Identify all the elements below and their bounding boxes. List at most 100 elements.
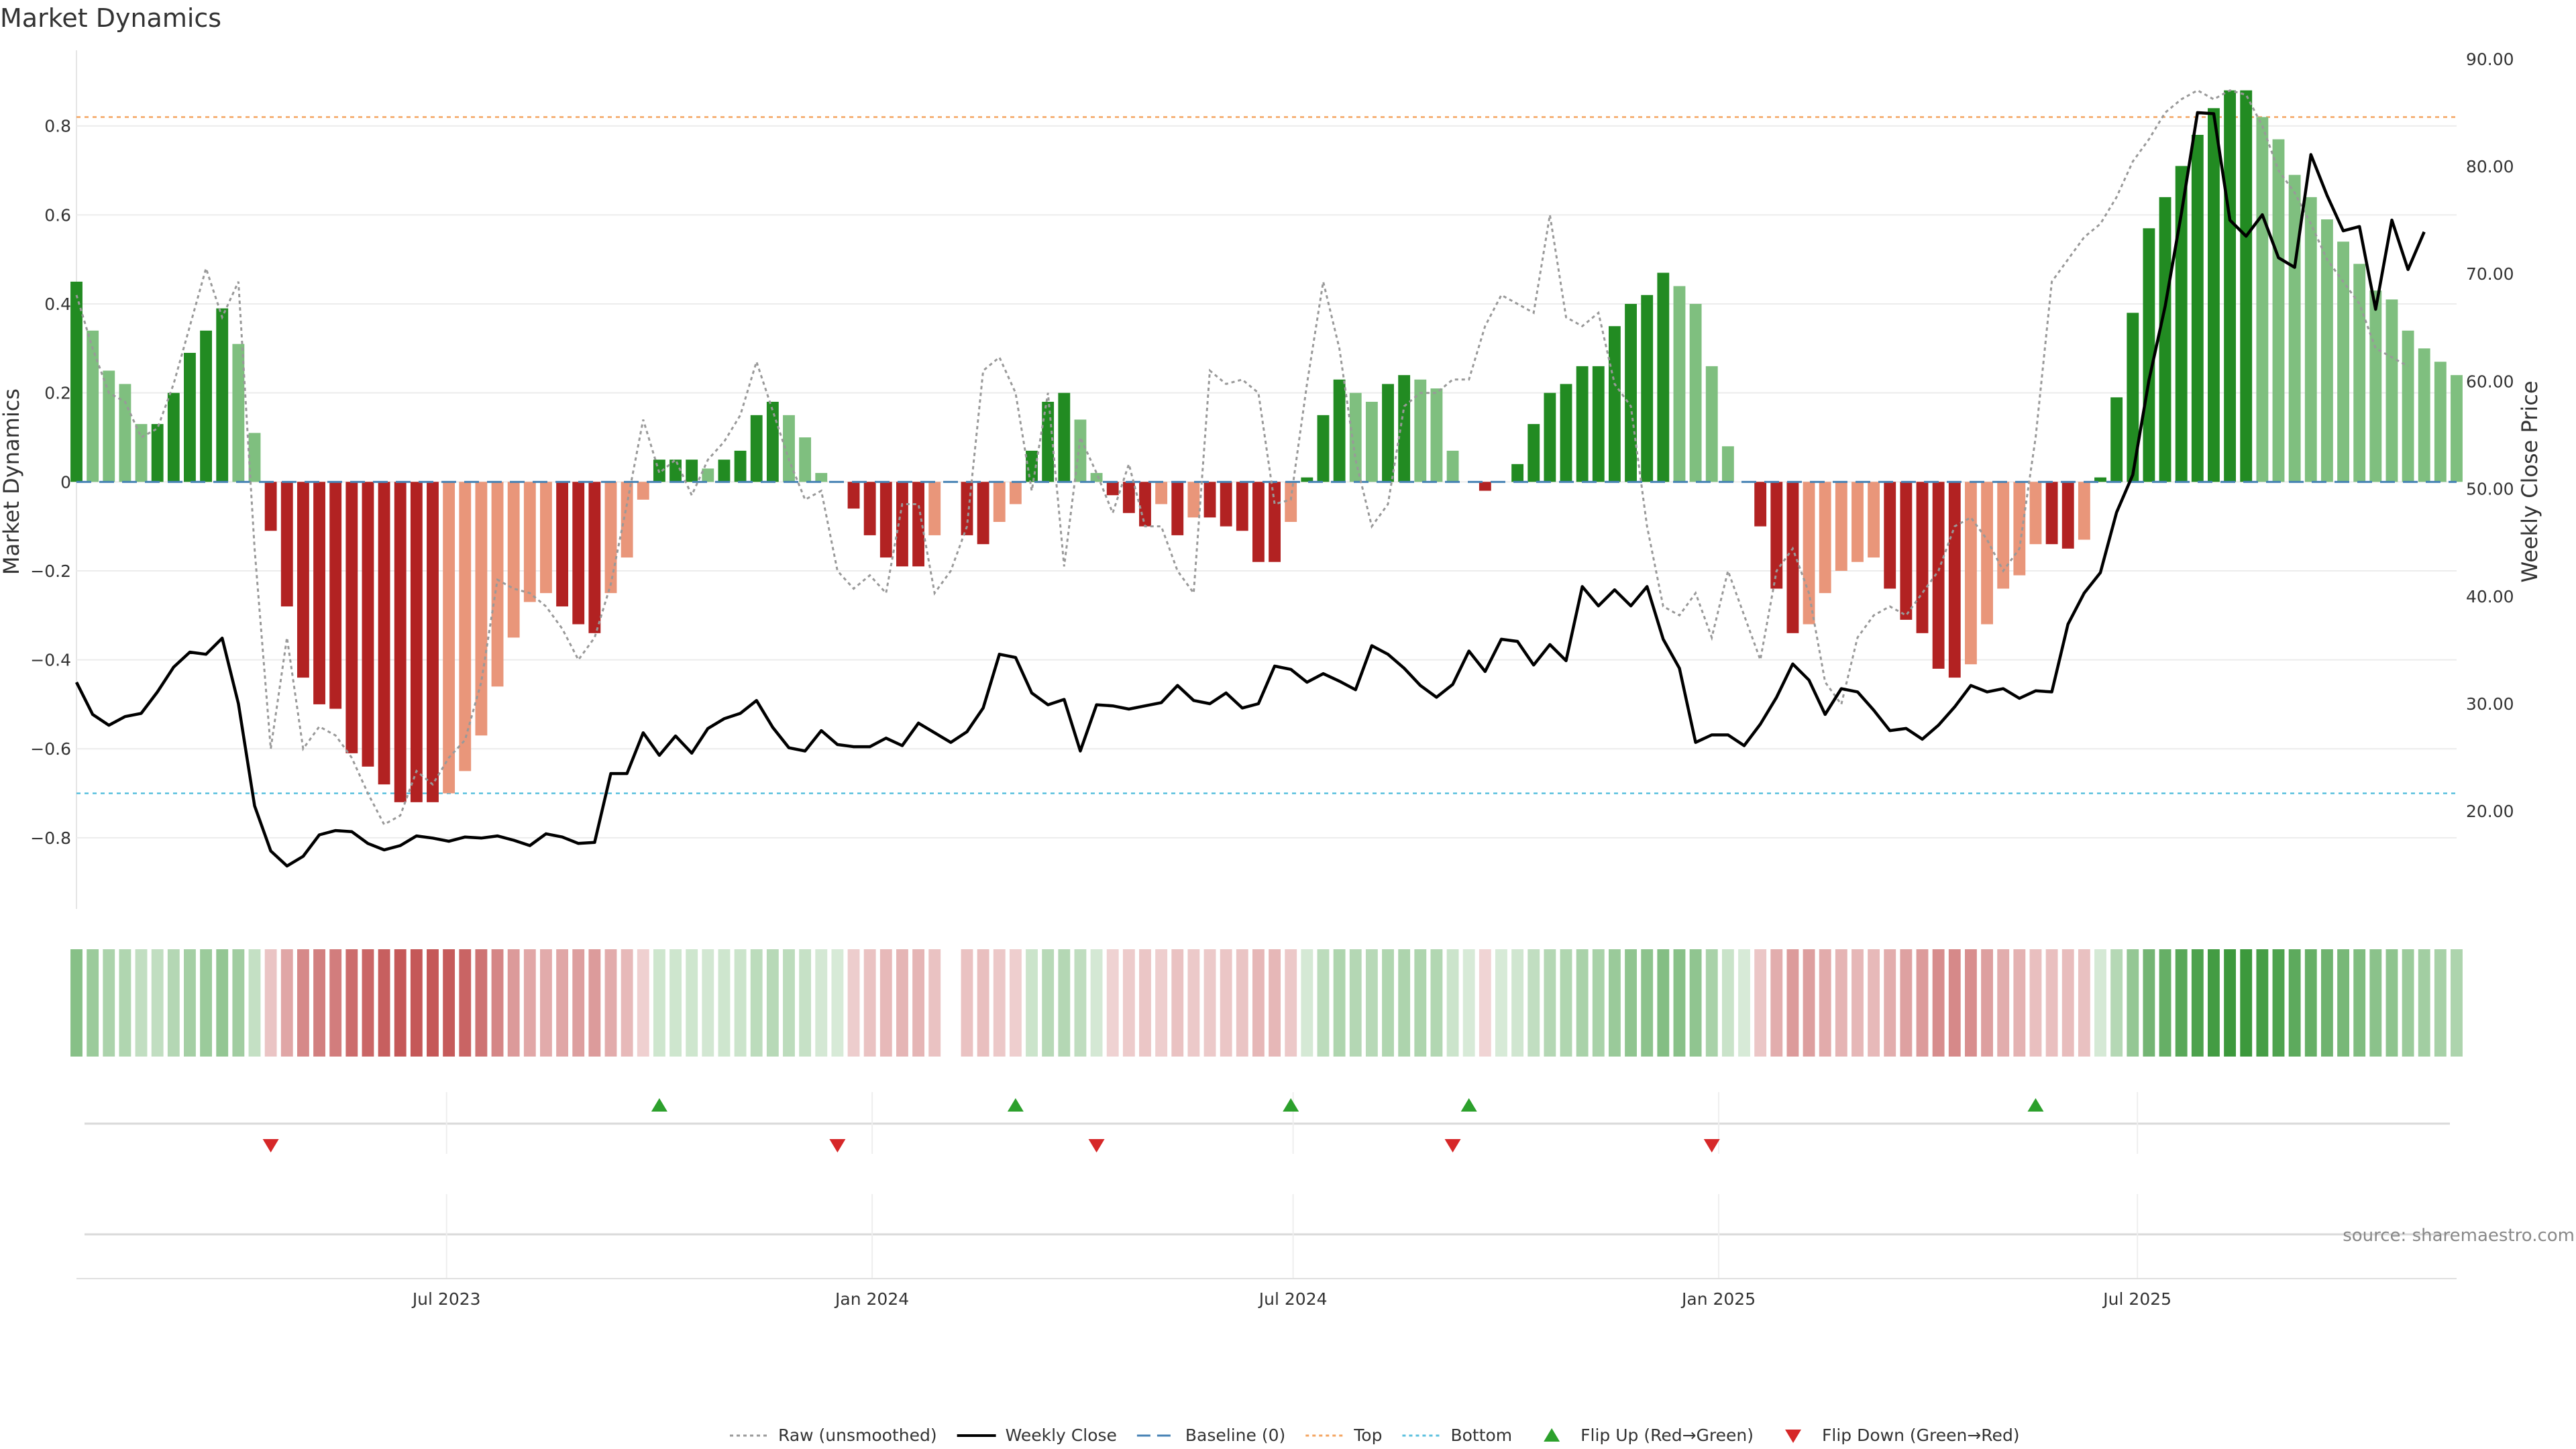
dynamics-bar [799, 437, 812, 482]
heat-cell [750, 949, 763, 1057]
dynamics-bars [70, 90, 2463, 802]
dynamics-bar [2369, 290, 2382, 482]
dynamics-bar [475, 482, 488, 736]
heat-cell [686, 949, 698, 1057]
flip-up-marker [1007, 1098, 1024, 1112]
heat-cell [362, 949, 374, 1057]
heat-cell [248, 949, 261, 1057]
x-tick-label: Jan 2025 [1680, 1289, 1756, 1309]
right-tick-label: 50.00 [2466, 480, 2514, 499]
legend-item: Weekly Close [957, 1426, 1117, 1445]
heat-cell [2191, 949, 2204, 1057]
heat-cell [1365, 949, 1378, 1057]
heat-cell [2451, 949, 2463, 1057]
heat-cell [718, 949, 731, 1057]
heat-cell [621, 949, 633, 1057]
heat-cell [1106, 949, 1119, 1057]
dynamics-bar [2451, 375, 2463, 482]
dynamics-bar [863, 482, 876, 535]
dynamics-bar [1349, 392, 1362, 482]
heat-cell [507, 949, 520, 1057]
dynamics-bar [2385, 299, 2398, 482]
dynamics-bar [879, 482, 892, 558]
heat-cell [297, 949, 309, 1057]
dynamics-bar [2029, 482, 2042, 545]
dynamics-bar [572, 482, 585, 625]
legend-item: Raw (unsmoothed) [730, 1426, 937, 1445]
dynamics-bar [2078, 482, 2090, 540]
heat-cell [2402, 949, 2414, 1057]
dynamics-bar [459, 482, 472, 771]
left-axis-label: Market Dynamics [0, 388, 24, 575]
dynamics-bar [540, 482, 552, 594]
right-tick-label: 90.00 [2466, 50, 2514, 69]
heat-cell [151, 949, 164, 1057]
dynamics-bar [1106, 482, 1119, 496]
heat-cell [815, 949, 828, 1057]
heat-cell [443, 949, 455, 1057]
heat-cell [200, 949, 213, 1057]
heat-cell [653, 949, 665, 1057]
heat-cell [1932, 949, 1945, 1057]
heat-cell [1786, 949, 1799, 1057]
flip-up-marker [651, 1098, 667, 1112]
chart-title: Market Dynamics [0, 3, 221, 33]
dynamics-bar [1042, 401, 1055, 482]
dynamics-bar [329, 482, 342, 709]
heat-cell [2320, 949, 2333, 1057]
left-tick-label: 0 [60, 472, 71, 492]
heat-cell [427, 949, 439, 1057]
heat-cell [232, 949, 245, 1057]
dynamics-bar [378, 482, 390, 785]
heat-cell [1139, 949, 1151, 1057]
heat-cell [313, 949, 325, 1057]
heat-cell [1236, 949, 1248, 1057]
dynamics-bar [993, 482, 1006, 523]
dynamics-bar [621, 482, 633, 558]
left-tick-label: 0.6 [44, 205, 71, 225]
source-label: source: sharemaestro.com [2343, 1226, 2575, 1246]
dynamics-bar [1236, 482, 1248, 531]
dynamics-bar [1868, 482, 1880, 558]
heat-cell [1770, 949, 1783, 1057]
heat-cell [2094, 949, 2106, 1057]
dynamics-bar [1155, 482, 1168, 504]
heat-cell [1851, 949, 1864, 1057]
heat-cell [1916, 949, 1929, 1057]
heat-cell [264, 949, 277, 1057]
dynamics-bar [2240, 90, 2253, 482]
dynamics-bar [1430, 388, 1443, 482]
heat-cell [961, 949, 973, 1057]
flip-up-marker [1283, 1098, 1299, 1112]
dynamics-bar [1851, 482, 1864, 562]
legend-swatch [1544, 1428, 1560, 1442]
heat-cell [2288, 949, 2301, 1057]
heat-cell [1900, 949, 1913, 1057]
heat-cell [2061, 949, 2074, 1057]
dynamics-bar [410, 482, 423, 802]
heat-cell [1269, 949, 1281, 1057]
heat-cell [1560, 949, 1572, 1057]
heat-cell [2110, 949, 2123, 1057]
dynamics-bar [1252, 482, 1265, 562]
dynamics-bar [1058, 392, 1071, 482]
dynamics-bar [1900, 482, 1913, 620]
dynamics-bar [2304, 197, 2317, 482]
dynamics-bar [588, 482, 601, 633]
legend-label: Raw (unsmoothed) [778, 1426, 937, 1445]
right-tick-label: 20.00 [2466, 802, 2514, 821]
dynamics-bar [734, 450, 747, 482]
dynamics-bar [313, 482, 325, 704]
dynamics-bar [280, 482, 293, 607]
heat-cell [912, 949, 925, 1057]
left-tick-label: −0.2 [30, 561, 71, 581]
right-tick-label: 80.00 [2466, 157, 2514, 176]
dynamics-bar [1948, 482, 1961, 678]
dynamics-bar [1527, 424, 1540, 482]
main-panel: 0.8 0.6 0.4 0.2 0 −0.2 −0.4 −0.6 −0.8 90.00 80.00… [0, 50, 2542, 909]
dynamics-bar [1139, 482, 1151, 527]
dynamics-bar [2320, 219, 2333, 482]
dynamics-bar [1997, 482, 2010, 589]
empty-panel: Jul 2023 Jan 2024 Jul 2024 Jan 2025 Jul 2025 [76, 1194, 2457, 1309]
legend-label: Flip Up (Red→Green) [1580, 1426, 1754, 1445]
